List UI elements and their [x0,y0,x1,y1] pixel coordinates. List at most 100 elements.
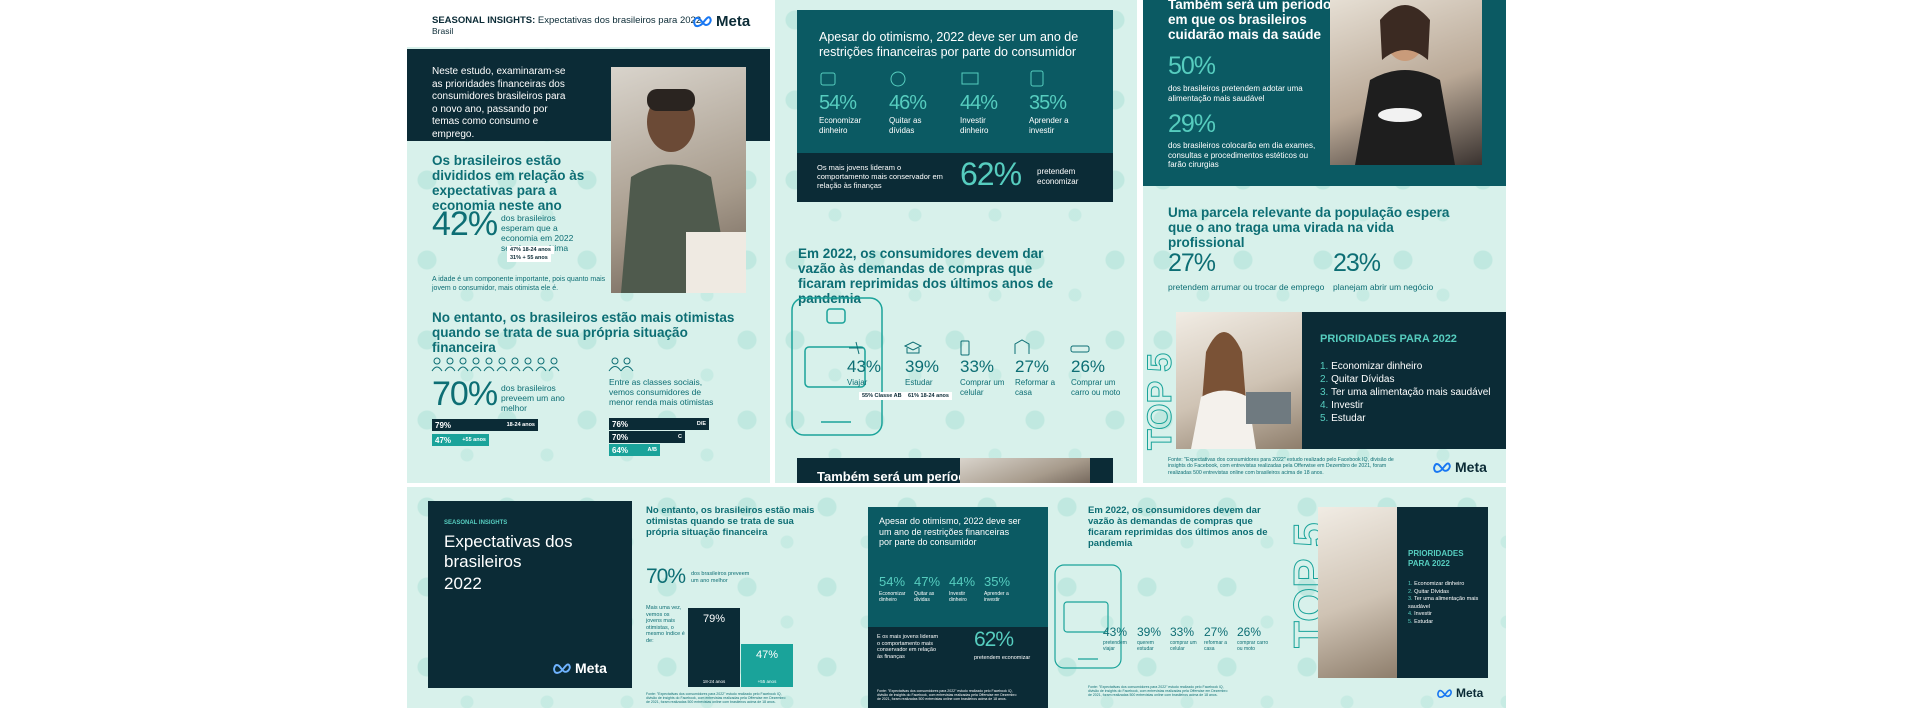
young-label: pretendem economizar [1037,167,1079,186]
intro: Neste estudo, examinaram-se as prioridad… [432,66,566,140]
priority: 3. Ter uma alimentação mais saudável [1320,386,1490,399]
chip: 55% Classe AB [859,392,905,400]
priority-text: Quitar Dívidas [1414,588,1449,595]
s4-heading: Em 2022, os consumidores devem dar vazão… [1088,505,1268,549]
shopping-stat: 27% [1015,357,1050,376]
priority-text: Investir [1414,611,1432,617]
photo-figure [1191,332,1291,449]
career-stat: 27% [1168,249,1216,277]
shopping-icons [849,339,1090,356]
class-bar: 70% C [609,431,685,443]
finance-box [797,10,1113,153]
priority-text: Economizar dinheiro [1331,361,1423,372]
stat-42: 42% [432,205,498,243]
footnote: Fonte: "Expectativas dos consumidores pa… [1168,457,1394,476]
s2-young: Mais uma vez, vemos os jovens mais otimi… [646,605,685,644]
s2-bar: 47% +55 anos [741,644,793,687]
priority-text: Quitar Dívidas [1331,374,1395,385]
bar-label: D/E [696,421,706,427]
cover-label: SEASONAL INSIGHTS [444,520,508,526]
logo-text: Meta [1456,686,1484,700]
bar-value: 79% [702,613,726,625]
s3-young-label: pretendem economizar [974,655,1031,661]
shopping-label: Comprar um celular [960,378,1005,397]
shopping-stat: 33% [960,357,995,376]
priority: 4. Investir [1320,399,1490,412]
s4-stat: 33% [1170,625,1195,639]
priority-num: 3. [1408,596,1413,602]
bar-label: A/B [647,447,657,453]
next-heading: Também será um período [817,469,975,483]
photo-woman-eating [1330,0,1482,165]
bar-value: 47% [435,435,452,445]
priority-num: 2. [1408,588,1413,595]
meta-logo: Meta [553,660,607,676]
age-bar: 47% +55 anos [432,434,489,446]
s3-title: Apesar do otimismo, 2022 deve ser um ano… [879,516,1021,547]
stat-70-text: dos brasileiros preveem um ano melhor [501,383,565,413]
shopping-label: Comprar um carro ou moto [1071,378,1121,397]
bar-label: +55 anos [462,437,486,443]
s5-item: 5. Estudar [1408,619,1484,627]
priority: 5. Estudar [1320,412,1490,425]
finance-stat: 35% [1029,92,1067,114]
s2-stat-text: dos brasileiros preveem um ano melhor [691,571,750,584]
shopping-stat: 43% [847,357,882,376]
priorities-box [1302,312,1506,449]
s5-item: 4. Investir [1408,611,1484,619]
finance-label: Quitar as dívidas [889,116,922,135]
bar-label: +55 anos [757,679,777,684]
chip: 47% 18-24 anos [507,246,554,254]
priority-num: 3. [1320,387,1329,398]
s3-label: Economizar dinheiro [879,591,906,603]
shopping-stat: 26% [1071,357,1106,376]
s4-stat: 39% [1137,625,1162,639]
panel-b: Apesar do otimismo, 2022 deve ser um ano… [775,0,1137,483]
chip: 31% + 55 anos [507,254,551,262]
career-heading: Uma parcela relevante da população esper… [1168,205,1450,250]
s4-label: comprar carro ou moto [1237,640,1269,652]
priority-text: Estudar [1331,413,1366,424]
cover-year: 2022 [444,574,482,593]
note: A idade é um componente importante, pois… [432,276,606,292]
s5-item: 3. Ter uma alimentação mais saudável [1408,596,1484,611]
career-text: pretendem arrumar ou trocar de emprego [1168,282,1325,292]
finance-stat: 44% [960,92,998,114]
s3-stat: 54% [879,574,906,589]
class-bar: 64% A/B [609,444,660,456]
s2-heading: No entanto, os brasileiros estão mais ot… [646,505,815,538]
bar-value: 79% [435,420,452,430]
s4-label: comprar um celular [1170,640,1197,652]
phone-outline [791,297,883,436]
top5-outline: TOP 5 [1143,352,1180,450]
s3-label: Aprender a investir [984,591,1009,603]
bar-value: 47% [755,649,779,661]
footnote: Fonte: "Expectativas dos consumidores pa… [1088,685,1228,697]
meta-logo: Meta [1433,459,1487,475]
priority-text: Investir [1331,400,1364,411]
bar-label: 18-24 anos [702,679,726,684]
photo-woman-laptop [1318,507,1397,678]
s5-item: 2. Quitar Dívidas [1408,589,1484,597]
chip: 61% 18-24 anos [905,392,952,400]
s3-young-stat: 62% [974,628,1014,651]
priority-num: 5. [1320,413,1329,424]
finance-label: Economizar dinheiro [819,116,862,135]
cover-box [428,501,632,688]
class-text: Entre as classes sociais, vemos consumid… [609,377,714,407]
header-country: Brasil [432,26,454,36]
panel-c: Também será um período em que os brasile… [1143,0,1506,483]
s3-label: Investir dinheiro [949,591,967,603]
priority-num: 4. [1408,611,1413,617]
s3-label: Quitar as dívidas [914,591,935,603]
logo-text: Meta [575,660,607,676]
s4-stat: 27% [1204,625,1229,639]
s3-stat: 47% [914,574,941,589]
bar-label: C [678,434,682,440]
photo-woman-crop [960,458,1090,483]
s3-young: E os mais jovens lideram o comportamento… [877,634,939,660]
photo-figure [621,89,746,293]
career-text: planejam abrir um negócio [1333,282,1434,292]
priorities-list: 1. Economizar dinheiro 2. Quitar Dívidas… [1320,360,1490,425]
